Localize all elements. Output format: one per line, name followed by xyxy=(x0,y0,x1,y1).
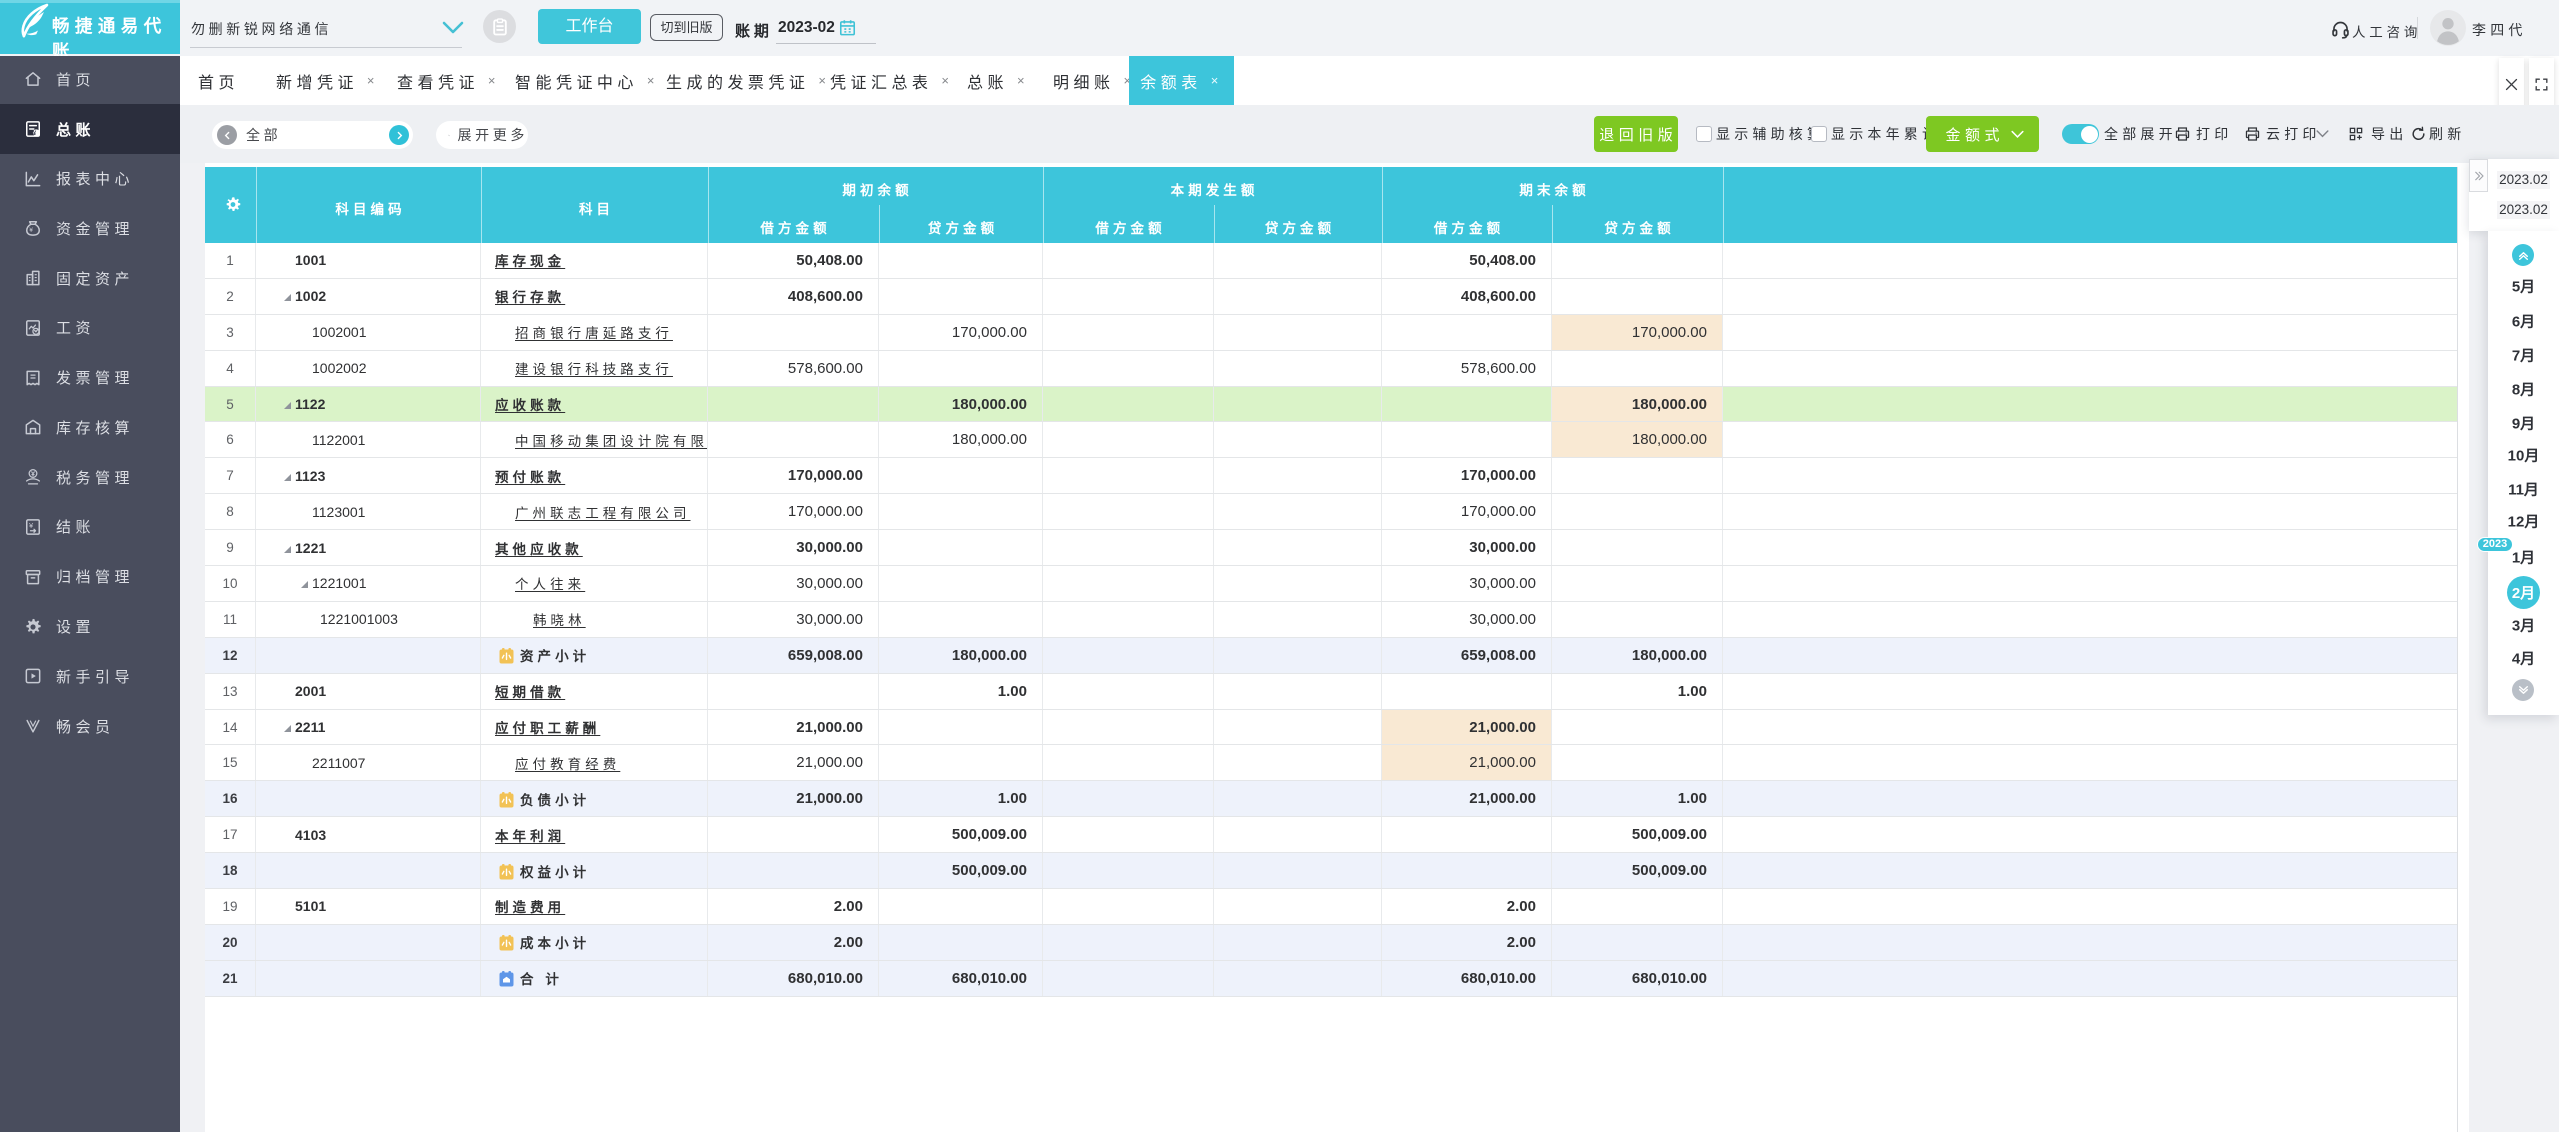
svg-text:¥: ¥ xyxy=(29,227,36,234)
svg-text:¥: ¥ xyxy=(29,521,37,530)
svg-text:¥: ¥ xyxy=(33,130,40,137)
